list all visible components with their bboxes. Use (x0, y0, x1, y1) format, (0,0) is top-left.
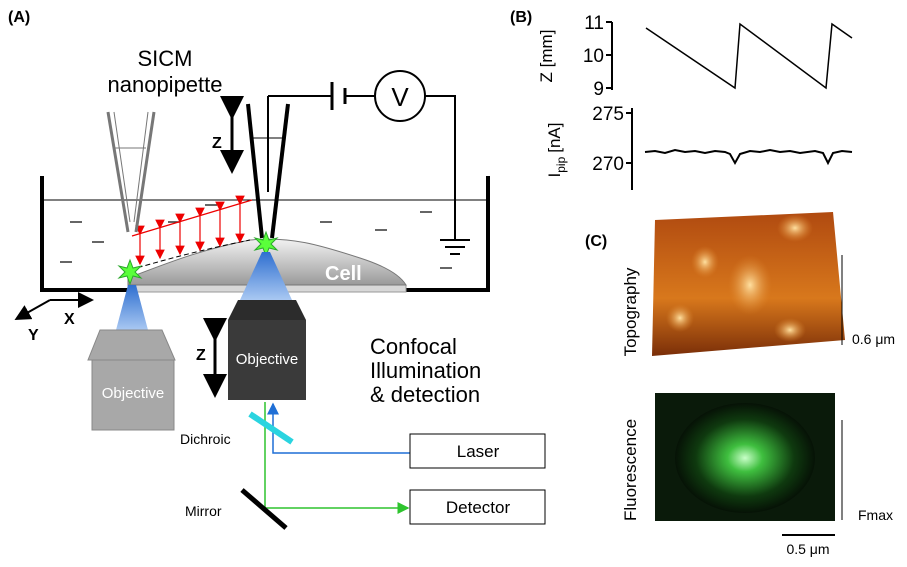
y-tick-label: 270 (592, 154, 624, 175)
z-axis: 11 10 9 (583, 13, 612, 100)
z-label: Z (212, 135, 222, 152)
y-tick-label: 275 (592, 104, 624, 125)
y-tick-label: 9 (593, 79, 604, 100)
pipette-right (248, 96, 288, 238)
i-title-sub: pip (554, 156, 568, 172)
scan-path (132, 200, 252, 236)
y-tick-label: 11 (584, 13, 604, 34)
figure: (A) SICM nanopipette Cell V Z X Y Object… (0, 0, 907, 562)
pipette-left (108, 112, 154, 232)
confocal-label: Confocal (370, 334, 457, 359)
cell-label: Cell (325, 263, 362, 285)
dichroic-label: Dichroic (180, 431, 231, 447)
current-trace (645, 150, 852, 163)
detector-label: Detector (446, 498, 511, 517)
confocal-label: & detection (370, 382, 480, 407)
z-label: Z (196, 347, 206, 364)
i-title-unit: [nA] (545, 123, 564, 153)
height-scale: 0.6 μm (852, 331, 895, 347)
topography-image (652, 212, 845, 356)
confocal-label: Illumination (370, 358, 481, 383)
panel-label: (B) (510, 9, 532, 26)
fluorescence-label: Fluorescence (621, 419, 640, 521)
scale-bar-label: 0.5 μm (786, 541, 829, 557)
objective-left (88, 285, 175, 430)
fluorescence-image (655, 393, 835, 521)
y-tick-label: 10 (583, 46, 604, 67)
panel-label: (C) (585, 233, 607, 250)
mirror-label: Mirror (185, 503, 222, 519)
i-axis: 275 270 (592, 104, 632, 190)
pipette-title: SICM (138, 46, 193, 71)
panel-label: (A) (8, 9, 30, 26)
optical-path (242, 402, 410, 528)
i-axis-title: Ipip[nA] (545, 123, 568, 178)
y-label: Y (28, 327, 39, 344)
laser-label: Laser (457, 442, 500, 461)
z-axis-title: Z [mm] (537, 30, 556, 83)
x-label: X (64, 311, 75, 328)
pipette-title: nanopipette (108, 72, 223, 97)
topography-label: Topography (621, 267, 640, 356)
fmax-label: Fmax (858, 507, 893, 523)
objective-label: Objective (102, 385, 165, 402)
voltmeter-label: V (391, 82, 409, 112)
page: (A) SICM nanopipette Cell V Z X Y Object… (0, 0, 907, 567)
xy-axes (18, 300, 90, 318)
circuit (268, 71, 470, 254)
z-trace (646, 24, 852, 88)
objective-label: Objective (236, 351, 299, 368)
